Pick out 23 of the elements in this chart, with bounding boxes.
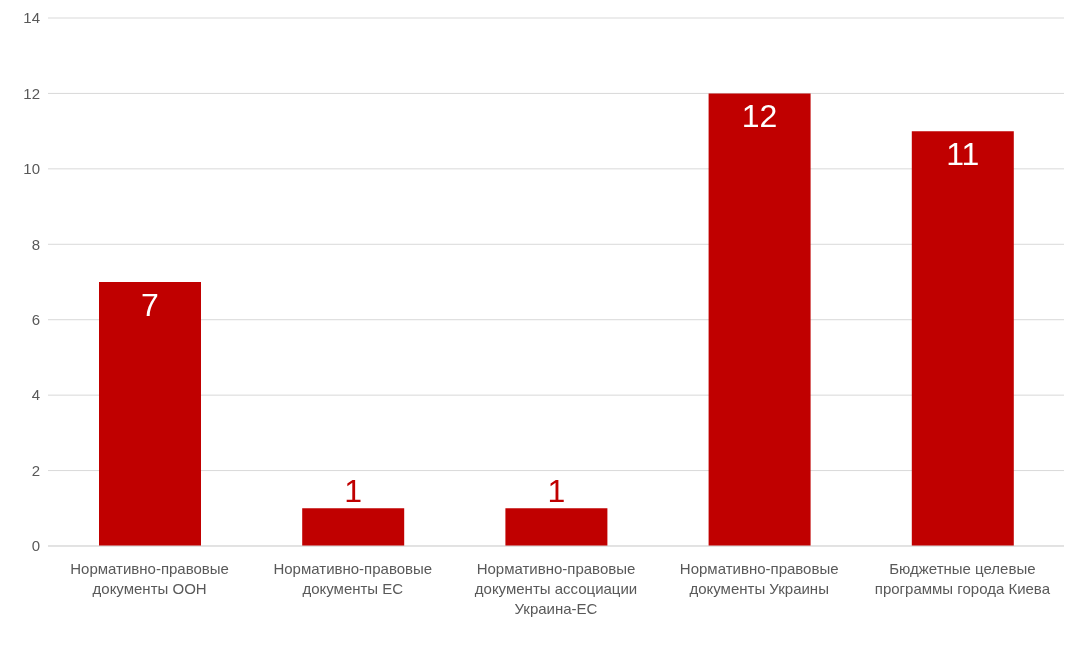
data-label: 12 bbox=[741, 98, 778, 135]
data-label: 1 bbox=[344, 473, 363, 510]
bar bbox=[708, 93, 811, 546]
bar bbox=[302, 508, 405, 546]
y-tick-label: 4 bbox=[31, 386, 40, 404]
y-tick-label: 6 bbox=[31, 311, 40, 329]
y-tick-label: 0 bbox=[31, 537, 40, 555]
y-tick-label: 8 bbox=[31, 235, 40, 253]
x-tick-label: Нормативно-правовые документы ЕС bbox=[273, 560, 433, 597]
data-label: 11 bbox=[946, 136, 980, 173]
y-tick-label: 10 bbox=[23, 160, 40, 178]
x-tick-label: Нормативно-правовые документы ассоциации Украина-ЕС bbox=[474, 560, 638, 617]
y-tick-label: 2 bbox=[31, 461, 40, 479]
bar bbox=[505, 508, 608, 546]
data-label: 1 bbox=[547, 473, 566, 510]
bar bbox=[99, 282, 201, 546]
x-tick-label: Нормативно-правовые документы ООН bbox=[70, 560, 229, 597]
x-tick-label: Бюджетные целевые программы города Киева bbox=[874, 560, 1051, 597]
y-tick-label: 12 bbox=[23, 84, 40, 102]
data-label: 7 bbox=[141, 287, 159, 323]
x-tick-label: Нормативно-правовые документы Украины bbox=[679, 560, 839, 597]
bar bbox=[911, 131, 1014, 546]
y-tick-label: 14 bbox=[23, 9, 40, 27]
